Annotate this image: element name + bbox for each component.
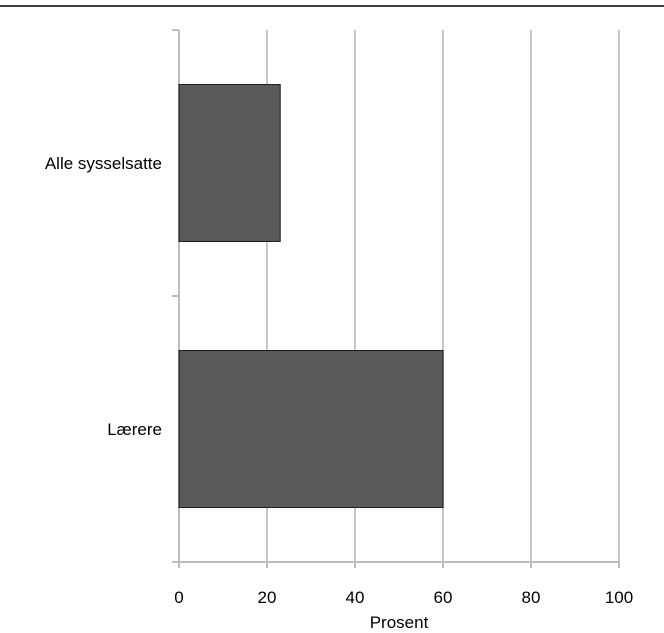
category-label: Alle sysselsatte xyxy=(45,154,162,173)
bar-2 xyxy=(178,350,444,508)
x-axis-title: Prosent xyxy=(370,613,429,632)
x-tick-label: 100 xyxy=(605,588,633,607)
x-tick-label: 20 xyxy=(258,588,277,607)
category-label: Lærere xyxy=(107,420,162,439)
x-tick-label: 60 xyxy=(434,588,453,607)
bar-1 xyxy=(178,84,281,242)
x-tick-labels: 0 20 40 60 80 100 xyxy=(174,588,633,607)
x-tick-label: 0 xyxy=(174,588,183,607)
x-tick-label: 40 xyxy=(346,588,365,607)
bars xyxy=(178,84,444,508)
category-labels: Alle sysselsatte Lærere xyxy=(45,154,162,439)
x-tick-label: 80 xyxy=(522,588,541,607)
